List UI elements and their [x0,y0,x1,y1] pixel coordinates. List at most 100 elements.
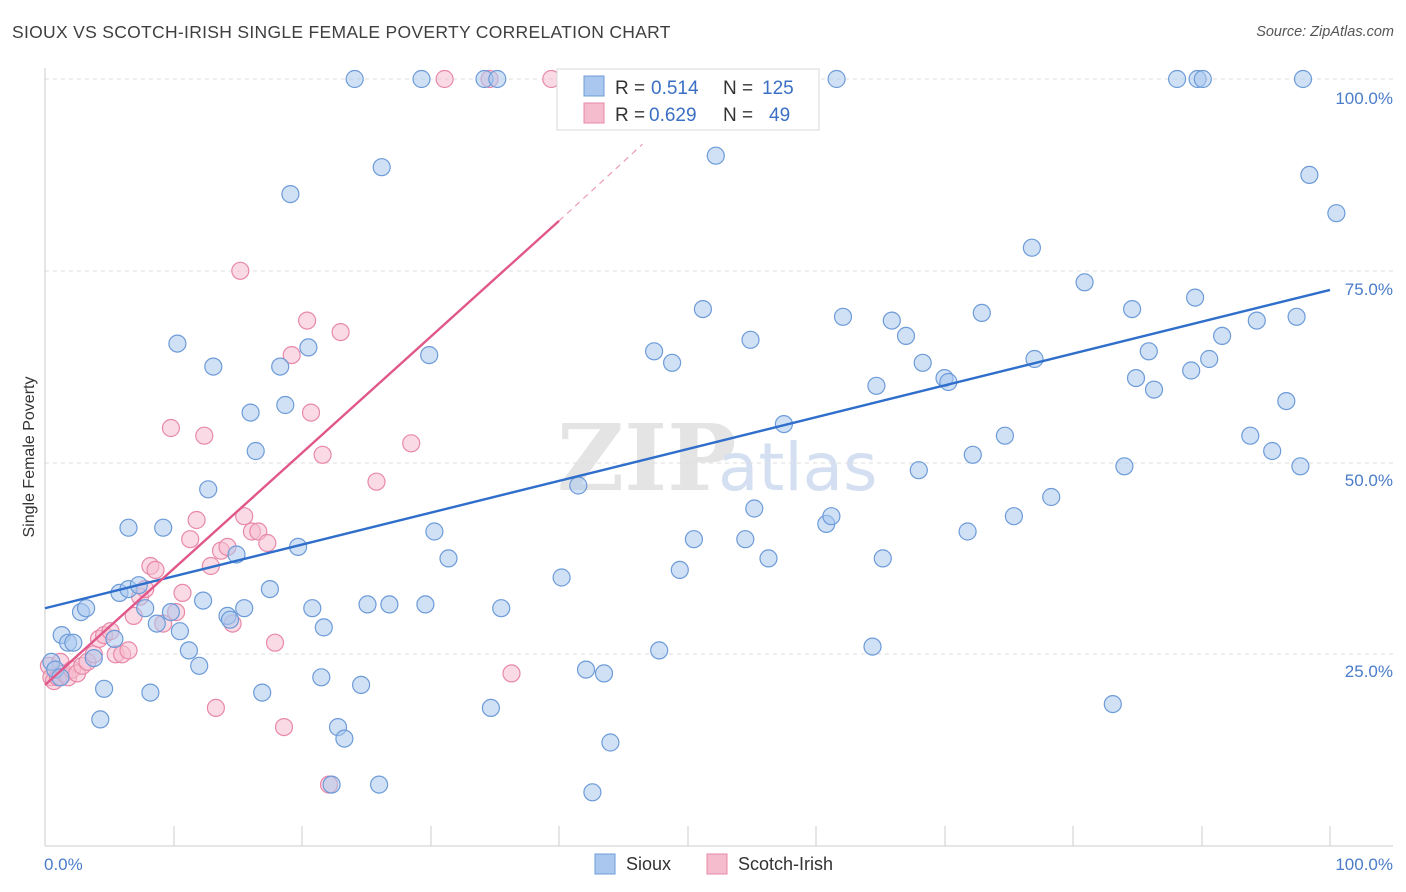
bottom-legend-label-scotch-irish[interactable]: Scotch-Irish [738,854,833,874]
sioux-point [1200,349,1219,369]
scotch-irish-point [298,311,317,330]
scotch-irish-point [235,507,254,526]
scotch-irish-point [161,418,180,438]
scotch-irish-point [301,403,321,422]
sioux-point [1293,69,1313,89]
scotch-irish-point [173,583,192,603]
legend-n-value-sioux: 125 [762,78,794,99]
sioux-point [759,549,778,568]
sioux-point [601,733,620,752]
sioux-point [161,602,180,622]
chart-title: SIOUX VS SCOTCH-IRISH SINGLE FEMALE POVE… [12,22,671,42]
sioux-point [827,69,846,89]
sioux-point [1167,69,1187,89]
sioux-point [1004,507,1024,526]
sioux-point [693,300,713,319]
scotch-irish-point [367,472,386,491]
sioux-point [412,69,431,89]
legend-swatch-sioux [583,75,605,97]
sioux-point [416,595,435,614]
sioux-point [1122,300,1142,319]
sioux-point [745,499,764,518]
sioux-point [260,579,279,599]
sioux-point [425,522,444,541]
axes [44,68,1393,847]
sioux-point [909,461,928,480]
legend-n-label-scotch-irish: N = [723,105,753,126]
sioux-point [420,346,439,365]
sioux-point [276,395,295,415]
sioux-trend-line [44,288,1331,610]
scotch-irish-trend-line [44,220,560,686]
sioux-point [576,660,596,679]
sioux-point [345,69,364,89]
sioux-point [873,549,892,568]
sioux-point [569,476,588,495]
sioux-point [1263,441,1282,461]
sioux-point [492,599,511,618]
bottom-legend-swatch-scotch-irish[interactable] [706,853,728,875]
scotch-irish-point [181,530,200,549]
sioux-point [335,729,354,748]
sioux-point [253,683,272,702]
sioux-point [94,679,114,698]
legend-n-label-sioux: N = [723,78,753,99]
sioux-point [481,698,500,718]
sioux-point [963,445,982,464]
bottom-legend-swatch-sioux[interactable] [594,853,616,875]
x-tick-label-max: 100.0% [1335,855,1393,874]
sioux-point [1212,326,1232,345]
scotch-irish-point [206,698,225,718]
sioux-point [220,610,240,629]
y-tick-label-50: 50.0% [1345,471,1393,490]
sioux-point [1182,361,1201,380]
sioux-point [995,426,1015,445]
sioux-point [833,307,853,326]
sioux-point [241,403,260,422]
sioux-point [204,357,223,376]
scotch-irish-point [313,445,332,464]
sioux-point [154,518,173,537]
sioux-point [1300,165,1319,184]
sioux-point [867,376,886,395]
sioux-point [736,530,755,549]
scotch-irish-point [119,641,138,660]
sioux-point [352,675,371,695]
sioux-point [863,637,882,656]
sioux-point [583,783,602,802]
sioux-point [372,158,391,177]
sioux-point [136,599,155,618]
sioux-point [1277,392,1296,411]
sioux-point [119,518,138,537]
scotch-irish-point [187,510,206,530]
sioux-point [1247,311,1266,330]
sioux-point [594,664,614,683]
sioux-point [650,641,669,660]
sioux-point [199,480,218,499]
sioux-point [64,633,83,652]
scotch-irish-point [435,69,454,89]
scotch-irish-point [195,426,214,445]
trend-lines [44,143,1331,686]
scotch-irish-point [265,633,285,652]
sioux-point [1075,273,1094,292]
sioux-point [322,775,341,794]
scotch-irish-point [282,346,301,365]
sioux-point [1022,238,1042,257]
legend-box: R = 0.514 N = 125 R = 0.629 N = 49 [556,68,820,131]
sioux-point [281,185,300,204]
sioux-point [358,595,377,614]
sioux-point [439,549,458,568]
sioux-point [1115,457,1134,476]
scotch-irish-point [331,323,350,342]
sioux-point [706,146,725,165]
sioux-point [179,641,198,660]
scotch-irish-point [502,664,521,683]
bottom-legend-label-sioux[interactable]: Sioux [626,854,671,874]
scotch-irish-point [274,717,294,737]
sioux-point [670,560,689,580]
scotch-irish-point [146,560,165,580]
sioux-point [299,338,318,357]
sioux-point [1103,694,1122,714]
